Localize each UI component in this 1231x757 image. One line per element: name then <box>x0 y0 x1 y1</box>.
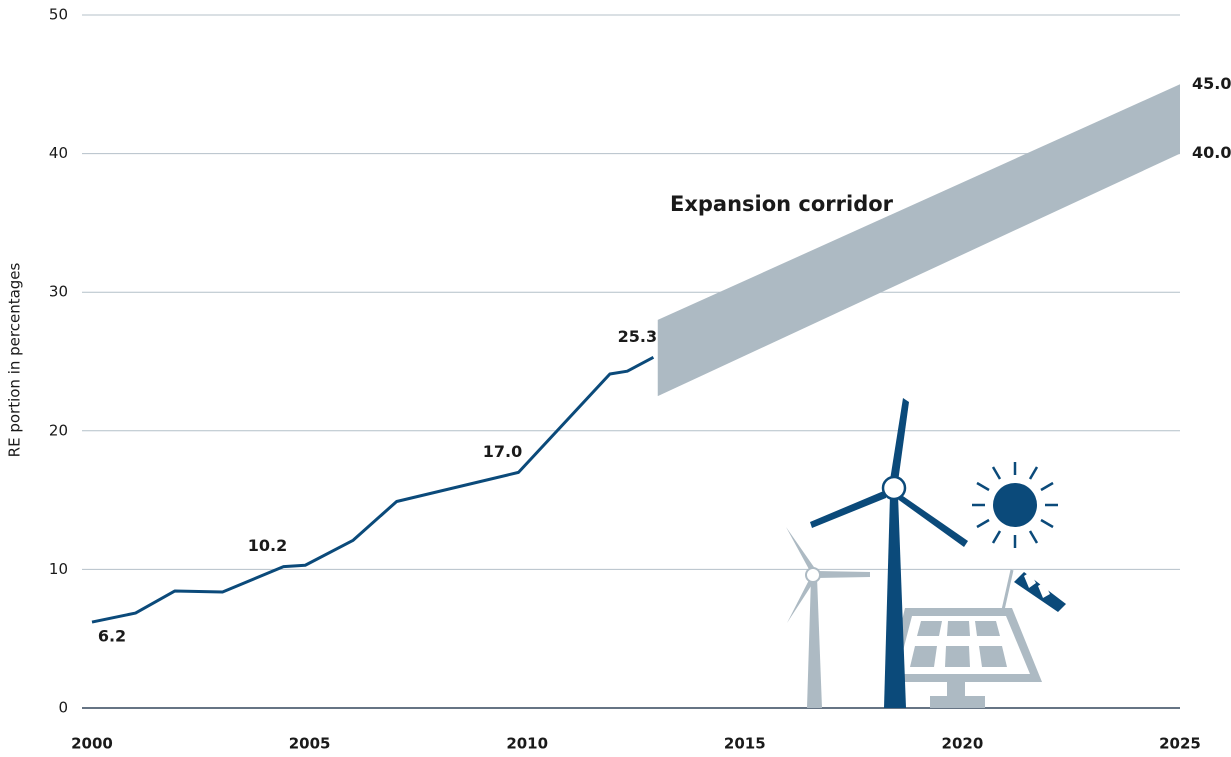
x-tick-label: 2025 <box>1159 735 1201 753</box>
corridor-band <box>658 84 1180 396</box>
y-axis-title: RE portion in percentages <box>6 262 24 457</box>
value-label: 17.0 <box>483 442 522 461</box>
x-tick-label: 2010 <box>506 735 548 753</box>
data-line <box>92 357 653 622</box>
corridor-label: Expansion corridor <box>670 192 894 216</box>
x-tick-label: 2005 <box>289 735 331 753</box>
x-tick-label: 2015 <box>724 735 766 753</box>
y-tick-label: 40 <box>49 144 68 162</box>
x-tick-label: 2020 <box>942 735 984 753</box>
chart: RE portion in percentages 0 10 20 30 40 50 200… <box>0 0 1231 757</box>
y-tick-label: 30 <box>49 283 68 301</box>
value-label: 25.3 <box>618 327 657 346</box>
value-label: 45.0 <box>1192 74 1231 93</box>
plot-area: 0 10 20 30 40 50 2000 2005 2010 2015 2020 2025 Expan… <box>49 6 1231 753</box>
value-label: 10.2 <box>248 536 287 555</box>
y-tick-label: 0 <box>58 699 68 717</box>
y-tick-label: 50 <box>49 6 68 24</box>
y-tick-label: 20 <box>49 421 68 439</box>
x-tick-label: 2000 <box>71 735 113 753</box>
illustration <box>786 398 1066 708</box>
value-label: 6.2 <box>98 627 126 646</box>
y-tick-label: 10 <box>49 560 68 578</box>
value-label: 40.0 <box>1192 143 1231 162</box>
